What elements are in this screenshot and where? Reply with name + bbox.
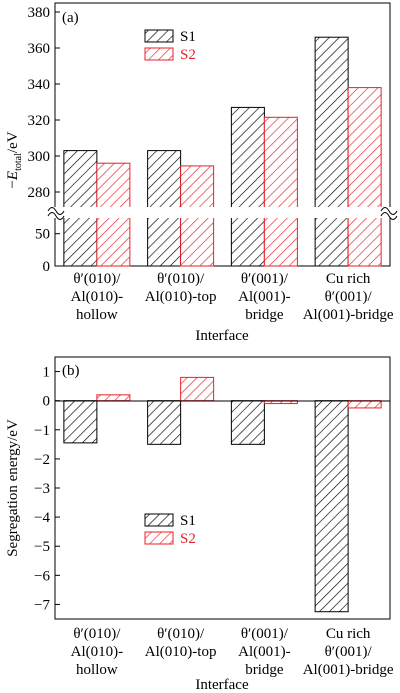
- b-category-0: θ′(010)/Al(010)-hollow: [71, 626, 124, 678]
- legend-b-label-s2: S2: [180, 531, 196, 547]
- panel-a: 280 300 320 340 360 380 0 50 (a) S1 S2 −Etotal/…: [5, 2, 398, 344]
- tick-label-b-1: 0: [43, 394, 51, 410]
- bar-b-s1-2: [230, 400, 265, 445]
- tick-label-a-upper-2: 320: [28, 113, 51, 129]
- tick-label-b-3: −2: [34, 452, 50, 468]
- legend-a-swatch-s2: [144, 47, 174, 61]
- tick-label-a-upper-3: 340: [28, 77, 51, 93]
- tick-label-a-upper-4: 360: [28, 41, 51, 57]
- a-category-0: θ′(010)/Al(010)-hollow: [71, 271, 124, 323]
- tick-label-a-upper-5: 380: [28, 5, 51, 21]
- bar-b-s2-3: [347, 400, 382, 409]
- legend-b-swatch-s1: [144, 513, 174, 527]
- a-category-3: Cu rich θ′(001)/Al(001)-bridge: [303, 271, 394, 323]
- bar-a-s2-2: [263, 116, 298, 267]
- bar-b-s2-0: [96, 394, 131, 402]
- y-axis-label-a: −Etotal/eV: [5, 131, 24, 188]
- legend-b: S1 S2: [144, 513, 196, 547]
- a-category-2: θ′(001)/Al(001)-bridge: [238, 271, 291, 323]
- tick-label-b-0: 1: [43, 365, 51, 381]
- legend-a: S1 S2: [144, 29, 196, 63]
- b-category-1: θ′(010)/Al(010)-top: [145, 626, 217, 660]
- tick-label-a-lower-0: 0: [43, 259, 51, 275]
- axis-break: [40, 207, 398, 220]
- bar-b-s1-3: [314, 400, 349, 613]
- a-category-1: θ′(010)/Al(010)-top: [145, 271, 217, 305]
- x-axis-label-b: Interface: [195, 677, 249, 693]
- legend-a-swatch-s1: [144, 29, 174, 43]
- panel-a-frame: [54, 2, 391, 267]
- panel-b: 1 0 −1 −2 −3 −4 −5 −6 −7 (b) S1 S2 Segregation e…: [5, 356, 394, 693]
- tick-label-b-7: −6: [34, 568, 50, 584]
- legend-b-label-s1: S1: [180, 513, 196, 529]
- b-category-2: θ′(001)/Al(001)-bridge: [238, 626, 291, 678]
- bar-a-s2-3: [347, 87, 382, 267]
- bar-a-s1-2: [230, 106, 265, 267]
- tick-label-a-lower-1: 50: [35, 227, 50, 243]
- tick-label-b-6: −5: [34, 539, 50, 555]
- legend-a-label-s1: S1: [180, 29, 196, 45]
- x-axis-label-a: Interface: [195, 328, 249, 344]
- bar-b-s2-1: [180, 376, 215, 402]
- tick-label-b-4: −3: [34, 481, 50, 497]
- bar-a-s1-3: [314, 36, 349, 267]
- tick-label-a-upper-0: 280: [28, 185, 51, 201]
- tick-label-a-upper-1: 300: [28, 149, 51, 165]
- y-axis-label-b: Segregation energy/eV: [5, 419, 21, 557]
- panel-b-label: (b): [62, 363, 80, 379]
- bar-b-s1-0: [63, 400, 98, 444]
- legend-b-swatch-s2: [144, 531, 174, 545]
- bar-b-s1-1: [147, 400, 182, 445]
- tick-label-b-8: −7: [34, 597, 50, 613]
- panel-a-label: (a): [62, 10, 79, 26]
- b-category-3: Cu rich θ′(001)/Al(001)-bridge: [303, 626, 394, 678]
- tick-label-b-5: −4: [34, 510, 50, 526]
- legend-a-label-s2: S2: [180, 47, 196, 63]
- tick-label-b-2: −1: [34, 423, 50, 439]
